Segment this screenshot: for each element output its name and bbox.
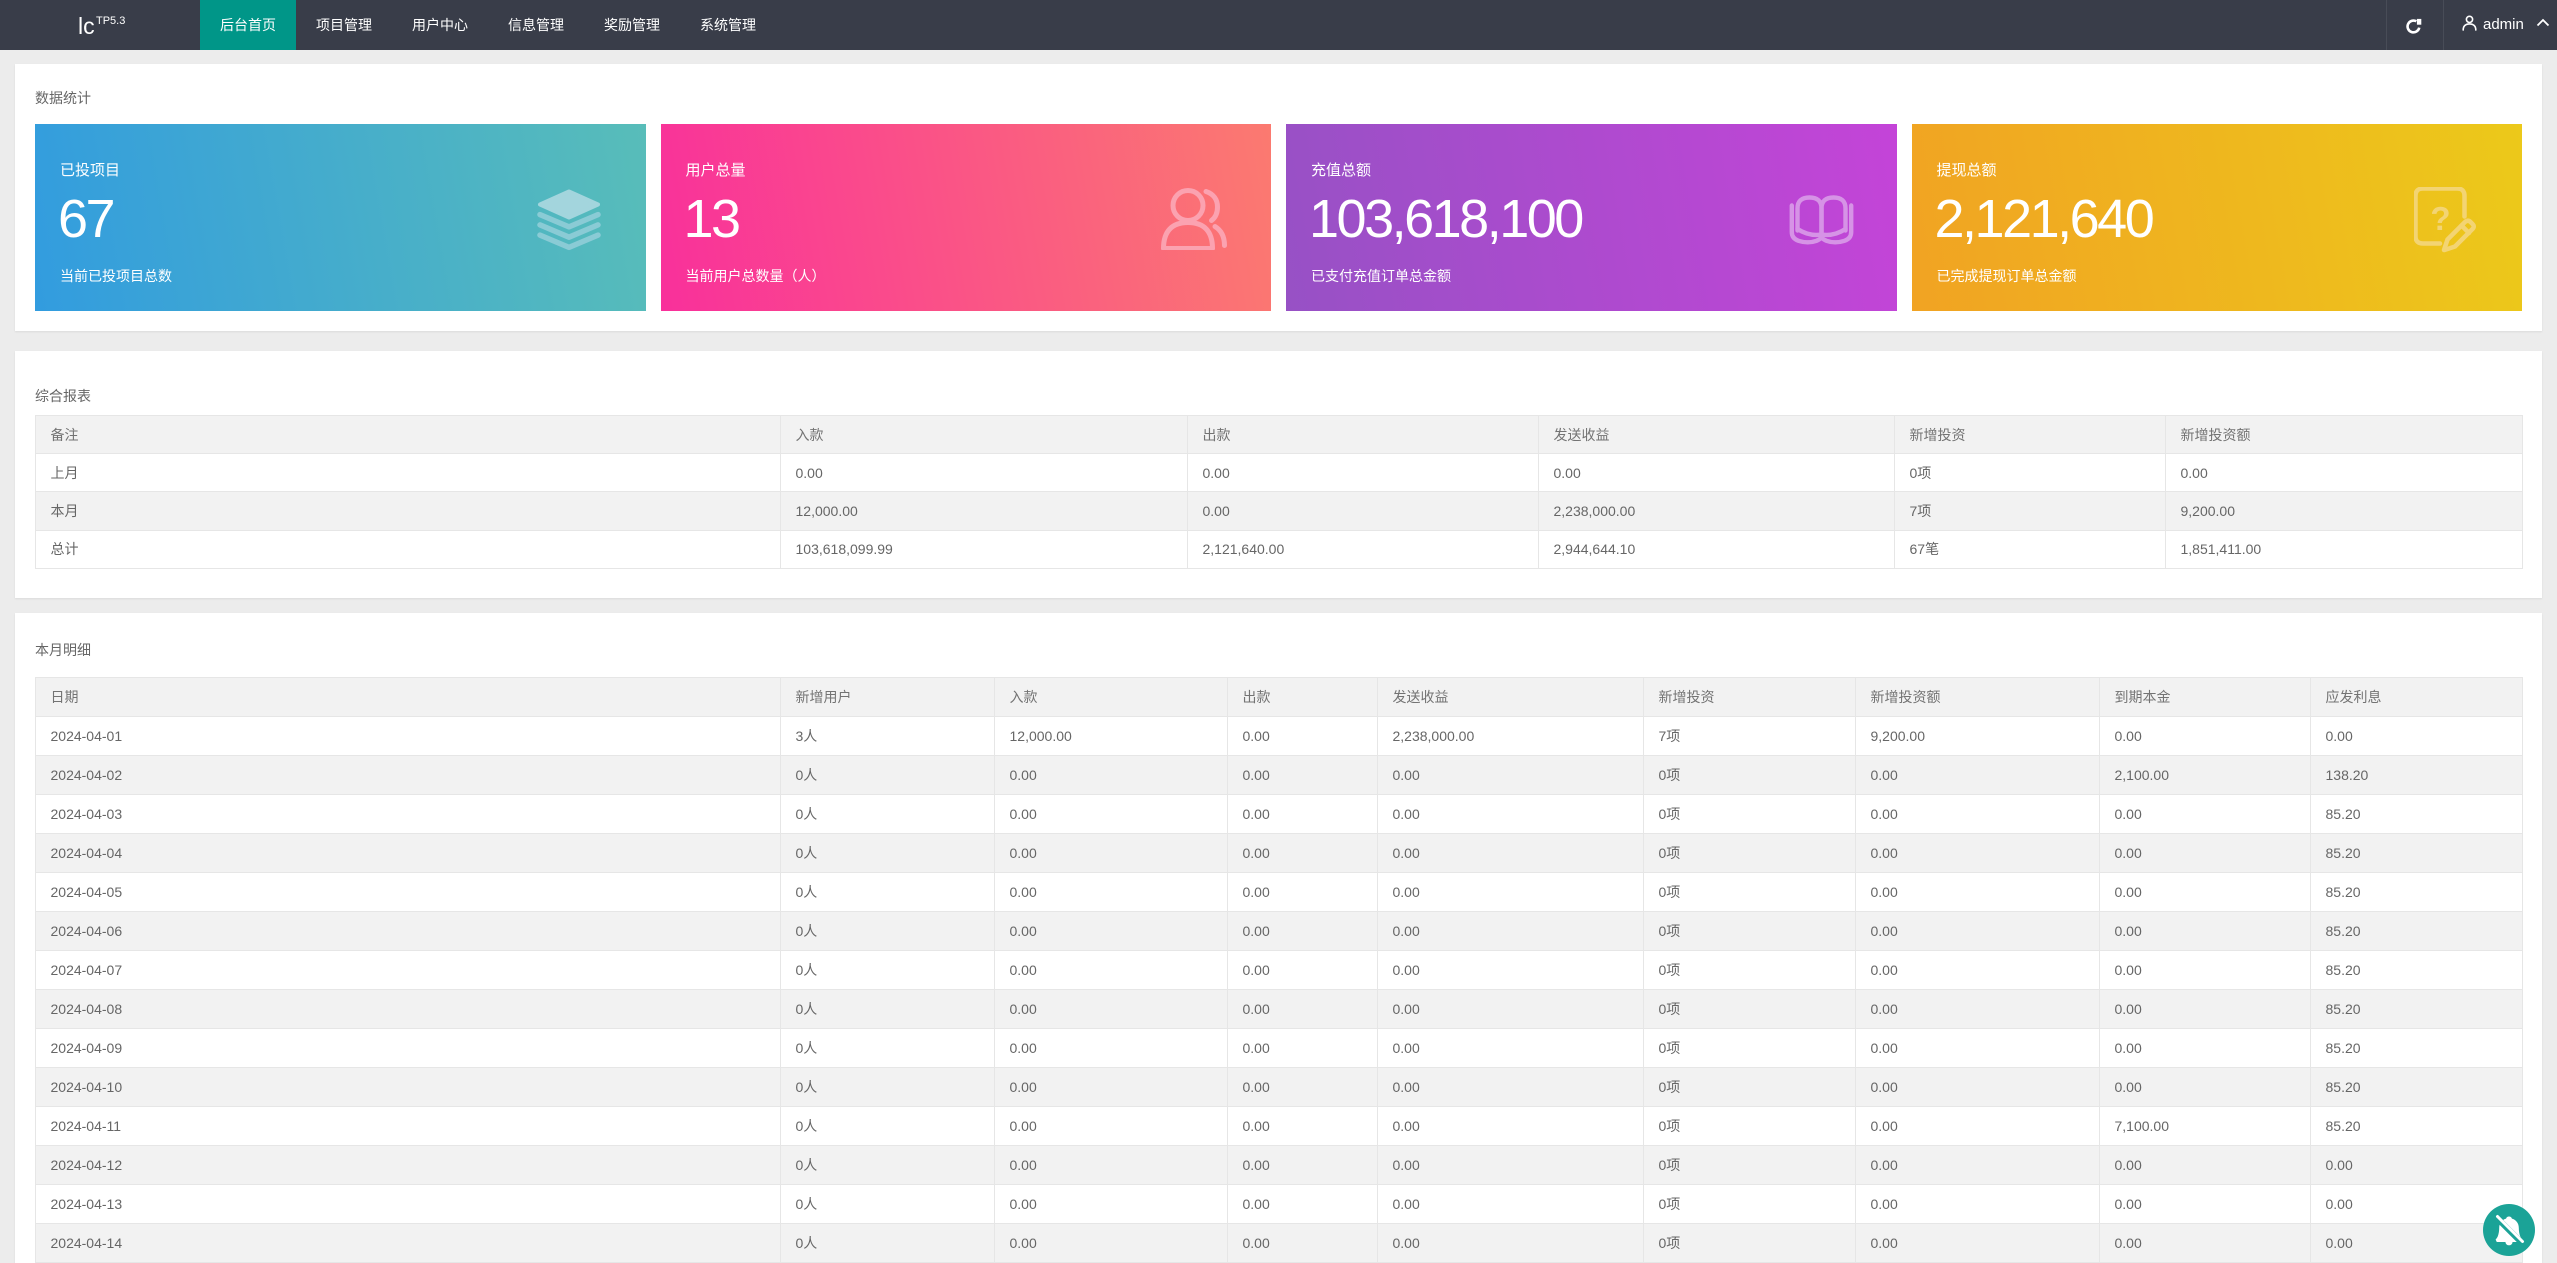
svg-text:?: ? [2430,200,2450,237]
